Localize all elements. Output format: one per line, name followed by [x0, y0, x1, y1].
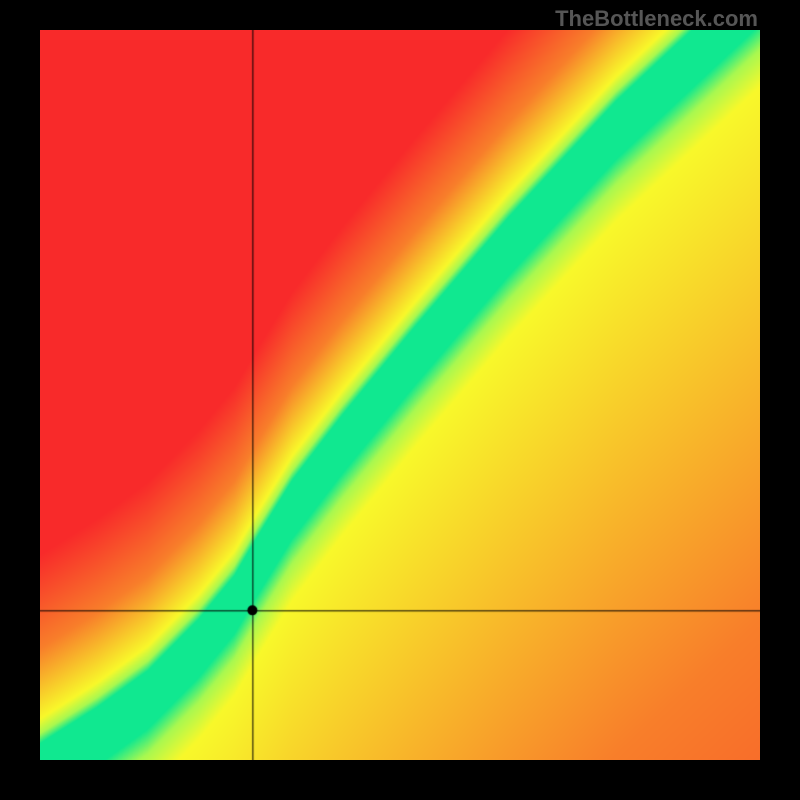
chart-container: TheBottleneck.com: [0, 0, 800, 800]
bottleneck-heatmap: [40, 30, 760, 760]
watermark-text: TheBottleneck.com: [555, 6, 758, 32]
